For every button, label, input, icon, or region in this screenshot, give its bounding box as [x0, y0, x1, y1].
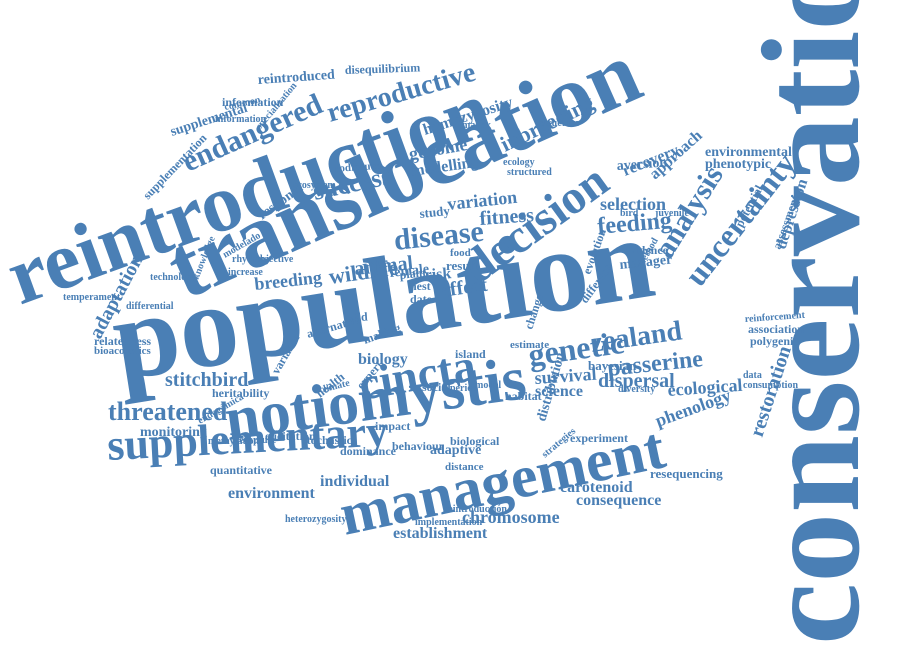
cloud-word: aversion [616, 155, 668, 174]
cloud-word: monitoring [140, 425, 207, 440]
cloud-word: ecosystem [293, 180, 336, 191]
cloud-word: environmental [705, 145, 792, 160]
cloud-word: implementation [415, 517, 483, 528]
cloud-word: result [446, 258, 478, 273]
cloud-word: social [422, 380, 451, 394]
cloud-word: differential [126, 301, 174, 312]
cloud-word: impact [375, 419, 410, 433]
cloud-word: habitat [505, 389, 542, 403]
cloud-word: science [535, 383, 583, 400]
cloud-word: heritability [212, 386, 269, 400]
cloud-word: dominance [340, 444, 397, 458]
cloud-word: consumption [743, 380, 798, 391]
cloud-word: nest [410, 279, 431, 293]
cloud-word: heterozygosity [285, 514, 346, 525]
cloud-word: fitness [479, 204, 535, 230]
cloud-word: temperament [63, 292, 121, 303]
cloud-word: objective [255, 254, 294, 265]
cloud-word: evidence [624, 243, 669, 257]
cloud-word: experiment [570, 431, 628, 445]
cloud-word: resequencing [650, 466, 723, 481]
cloud-word: ecology [503, 157, 535, 168]
cloud-word: study [419, 203, 451, 221]
cloud-word: relatedness [94, 334, 151, 348]
cloud-word: individual [320, 473, 390, 490]
cloud-word: island [455, 347, 486, 361]
cloud-word: food [450, 247, 471, 259]
cloud-word: stochastic [302, 433, 353, 447]
cloud-word: carotenoid [560, 479, 633, 496]
cloud-word: consequence [576, 492, 661, 509]
cloud-word: rodrigues [334, 160, 380, 175]
cloud-word: information [222, 95, 284, 109]
cloud-word: survival [534, 364, 597, 388]
cloud-word: bird [620, 208, 639, 219]
cloud-word: rhythms [232, 254, 268, 265]
cloud-word: stitchbird [165, 369, 248, 391]
cloud-word: female [389, 262, 430, 281]
cloud-word: elicitation [265, 429, 316, 443]
cloud-word: reintroducción [444, 504, 507, 515]
cloud-word: data [743, 370, 762, 381]
cloud-word: period [450, 383, 478, 394]
cloud-word: diversity [618, 384, 655, 395]
cloud-word: biological [450, 434, 500, 448]
cloud-word: structured [507, 167, 552, 178]
cloud-word: phenotypic [705, 157, 771, 172]
cloud-word: reintroduced [257, 68, 335, 88]
cloud-word: ecological [667, 375, 743, 400]
cloud-word: association [748, 322, 804, 336]
cloud-word: disequilibrium [345, 60, 421, 77]
cloud-word: establishment [393, 525, 488, 542]
cloud-word: dispersal [598, 370, 675, 392]
cloud-word: distance [445, 461, 484, 473]
cloud-word: biology [358, 351, 408, 368]
cloud-word: bayesian [588, 358, 637, 373]
cloud-words: conservationpopulationtranslocationreint… [0, 0, 889, 645]
cloud-word: estimate [510, 339, 549, 351]
cloud-word: date [410, 292, 433, 306]
cloud-word: wild [345, 309, 368, 325]
cloud-word: environment [228, 485, 315, 502]
cloud-word: bioacoustics [94, 345, 152, 357]
cloud-word: feeding [596, 208, 673, 240]
cloud-word: chromosome [462, 507, 560, 527]
cloud-word: reinforcement [744, 310, 805, 325]
cloud-word: increase [228, 267, 263, 278]
cloud-word: model [475, 380, 501, 391]
cloud-word: adaptive [430, 443, 481, 458]
cloud-word: behaviour [392, 439, 445, 453]
cloud-word: threatened [108, 397, 228, 426]
cloud-word: manager [619, 253, 673, 273]
cloud-word: technology [150, 272, 196, 283]
cloud-word: risk [424, 265, 452, 284]
cloud-word: structure [540, 118, 580, 129]
cloud-word: selection [600, 194, 666, 214]
cloud-word: quantitative [210, 463, 273, 477]
cloud-word: matrix [462, 120, 491, 131]
cloud-word: plant [399, 265, 427, 282]
cloud-word: polygenic [750, 334, 799, 348]
cloud-word: conservation [734, 0, 889, 645]
cloud-word: juvenile [654, 208, 689, 219]
cloud-word: information [215, 114, 267, 125]
cloud-word: methylation [208, 436, 260, 447]
cloud-word: recapture [235, 435, 277, 446]
